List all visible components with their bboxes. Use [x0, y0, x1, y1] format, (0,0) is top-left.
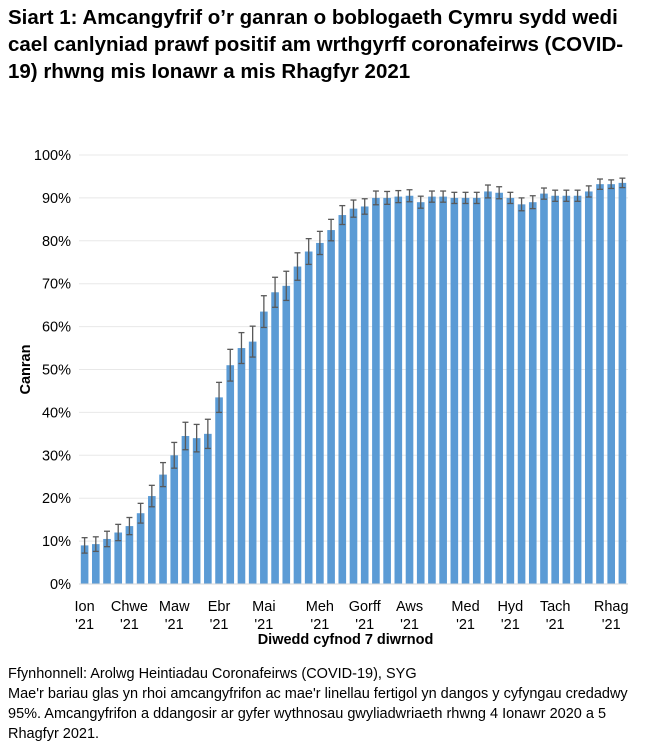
x-tick-label: Rhag	[594, 599, 629, 615]
y-tick-label: 100%	[34, 148, 71, 164]
bar	[528, 202, 537, 584]
x-tick-label-year: '21	[400, 617, 419, 633]
x-tick-label-year: '21	[456, 617, 475, 633]
x-tick-label-year: '21	[165, 617, 184, 633]
x-tick-label-year: '21	[501, 617, 520, 633]
bar	[327, 230, 335, 584]
x-tick-label-year: '21	[355, 617, 374, 633]
x-tick-label-year: '21	[120, 617, 139, 633]
bar	[136, 513, 145, 584]
bar	[125, 526, 134, 584]
x-tick-label: Mai	[252, 599, 275, 615]
bar	[484, 191, 492, 584]
bar	[461, 197, 470, 584]
x-tick-label: Ion	[75, 599, 95, 615]
x-tick-label-year: '21	[602, 617, 621, 633]
bar	[607, 184, 616, 584]
bar	[114, 532, 123, 584]
bar	[360, 206, 369, 585]
bar	[271, 292, 279, 584]
bar	[215, 397, 223, 584]
x-tick-label: Med	[451, 599, 479, 615]
bar	[237, 348, 246, 584]
bar	[170, 455, 179, 584]
bar	[439, 196, 447, 584]
x-tick-label: Gorff	[349, 599, 382, 615]
bar	[80, 545, 89, 584]
bar	[540, 193, 548, 585]
chart-title: Siart 1: Amcangyfrif o’r ganran o boblog…	[8, 6, 624, 83]
bar	[506, 197, 515, 584]
bar-chart: 0% 10% 20% 30% 40% 50% 60% 70% 80% 90% 100% Ion '21 C…	[18, 148, 629, 648]
bar	[372, 197, 380, 584]
y-axis-title: Canran	[18, 345, 34, 395]
footnotes: Ffynhonnell: Arolwg Heintiadau Coronafei…	[8, 664, 643, 744]
bar	[428, 196, 436, 584]
x-tick-label: Chwe	[111, 599, 148, 615]
bar	[596, 184, 604, 584]
y-tick-label: 30%	[42, 448, 71, 464]
bar	[517, 204, 526, 584]
x-tick-label-year: '21	[210, 617, 229, 633]
bar	[349, 208, 358, 584]
bar	[192, 438, 201, 584]
x-tick-label-year: '21	[254, 617, 273, 633]
y-tick-label: 60%	[42, 320, 71, 336]
bar	[495, 192, 503, 584]
bar	[159, 474, 167, 584]
bar	[282, 285, 291, 584]
bar	[584, 191, 593, 584]
x-tick-label: Aws	[396, 599, 423, 615]
bar	[618, 182, 627, 584]
bar	[383, 197, 391, 584]
x-tick-label-year: '21	[546, 617, 565, 633]
y-tick-label: 40%	[42, 405, 71, 421]
x-axis-title: Diwedd cyfnod 7 diwrnod	[258, 632, 434, 648]
y-tick-label: 70%	[42, 277, 71, 293]
bar	[204, 433, 212, 584]
bar	[316, 242, 324, 584]
x-tick-label: Tach	[540, 599, 571, 615]
x-tick-label: Hyd	[497, 599, 523, 615]
y-tick-label: 20%	[42, 491, 71, 507]
y-tick-label: 50%	[42, 363, 71, 379]
bar	[148, 496, 156, 584]
bar	[248, 341, 257, 584]
y-tick-label: 80%	[42, 234, 71, 250]
bar	[405, 195, 414, 584]
bar	[260, 311, 268, 584]
bar	[226, 365, 235, 584]
bar	[181, 435, 190, 584]
bar	[450, 197, 459, 584]
y-tick-label: 10%	[42, 534, 71, 550]
bar	[472, 197, 481, 584]
x-tick-label-year: '21	[75, 617, 94, 633]
methodology-note: Mae'r bariau glas yn rhoi amcangyfrifon …	[8, 686, 628, 742]
bar	[562, 195, 571, 584]
source-note: Ffynhonnell: Arolwg Heintiadau Coronafei…	[8, 666, 417, 682]
x-tick-label: Meh	[306, 599, 334, 615]
bar	[103, 538, 111, 584]
bar	[416, 202, 425, 584]
x-tick-label: Ebr	[208, 599, 231, 615]
bar	[304, 251, 313, 584]
x-tick-label: Maw	[159, 599, 190, 615]
bar	[394, 196, 403, 584]
bar	[91, 544, 100, 584]
bar	[293, 266, 302, 584]
y-tick-label: 90%	[42, 191, 71, 207]
y-tick-label: 0%	[50, 577, 71, 593]
bar	[573, 195, 582, 584]
x-tick-label-year: '21	[310, 617, 329, 633]
bar	[551, 195, 559, 584]
bar	[338, 215, 347, 584]
